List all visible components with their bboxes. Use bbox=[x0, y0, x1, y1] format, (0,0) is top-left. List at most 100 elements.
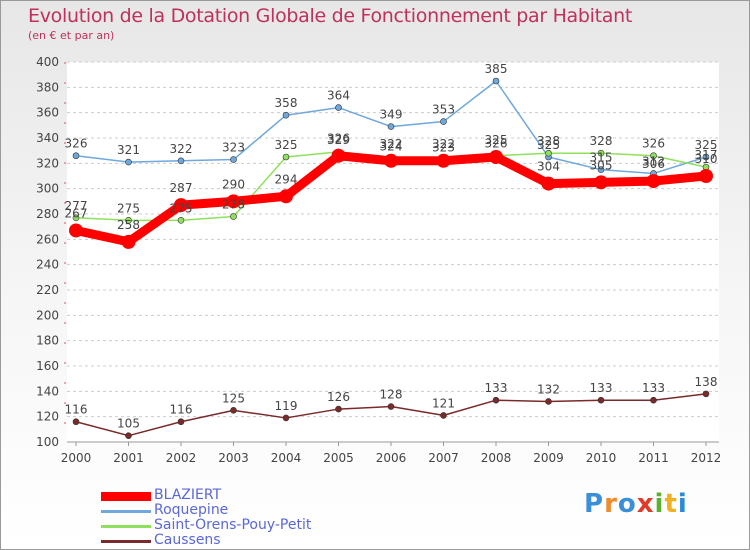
y-tick-label: 200 bbox=[36, 308, 59, 322]
data-point bbox=[174, 198, 188, 213]
data-label: 267 bbox=[65, 206, 88, 220]
data-label: 326 bbox=[642, 137, 665, 151]
y-tick-label: 160 bbox=[36, 359, 59, 373]
data-label: 306 bbox=[642, 157, 665, 171]
data-point bbox=[702, 153, 710, 161]
legend-label: BLAZIERT bbox=[154, 487, 222, 503]
data-point bbox=[594, 175, 608, 190]
data-label: 105 bbox=[117, 417, 140, 431]
data-point bbox=[597, 396, 605, 404]
y-tick-label: 140 bbox=[36, 384, 59, 398]
data-point bbox=[646, 174, 661, 189]
data-label: 133 bbox=[642, 381, 665, 395]
logo-letter: i bbox=[677, 489, 688, 519]
data-label: 326 bbox=[327, 132, 350, 146]
data-label: 116 bbox=[65, 403, 88, 417]
data-point bbox=[489, 150, 503, 164]
x-tick-label: 2012 bbox=[691, 451, 722, 465]
y-tick-label: 320 bbox=[36, 156, 59, 170]
logo-letter: t bbox=[664, 489, 678, 519]
data-point bbox=[597, 149, 605, 157]
data-label: 133 bbox=[590, 381, 613, 395]
data-point bbox=[72, 418, 80, 426]
data-point bbox=[492, 77, 500, 85]
data-label: 119 bbox=[275, 399, 298, 413]
data-label: 138 bbox=[695, 375, 718, 389]
legend-label: Caussens bbox=[154, 532, 221, 548]
y-tick-label: 340 bbox=[36, 131, 59, 145]
data-point bbox=[177, 418, 185, 426]
data-label: 116 bbox=[170, 403, 193, 417]
data-point bbox=[335, 104, 342, 111]
x-tick-label: 2007 bbox=[428, 451, 459, 465]
y-tick-label: 280 bbox=[36, 207, 59, 221]
data-point bbox=[699, 169, 713, 183]
data-label: 325 bbox=[695, 138, 718, 152]
y-tick-label: 360 bbox=[36, 106, 59, 120]
data-point bbox=[72, 152, 80, 160]
data-point bbox=[702, 390, 710, 398]
data-point bbox=[650, 396, 657, 404]
x-tick-label: 2011 bbox=[638, 451, 669, 465]
logo-letter: r bbox=[604, 489, 618, 519]
y-tick-label: 240 bbox=[36, 258, 59, 272]
data-label: 312 bbox=[642, 154, 665, 168]
legend-swatch bbox=[101, 510, 151, 513]
data-point bbox=[282, 153, 290, 161]
x-tick-label: 2008 bbox=[481, 451, 512, 465]
data-label: 125 bbox=[222, 391, 245, 405]
data-label: 322 bbox=[170, 142, 193, 156]
data-point bbox=[230, 156, 237, 163]
data-label: 132 bbox=[537, 382, 560, 396]
data-label: 322 bbox=[432, 137, 455, 151]
x-tick-label: 2004 bbox=[271, 451, 302, 465]
legend-swatch bbox=[101, 525, 151, 528]
data-label: 326 bbox=[65, 137, 88, 151]
data-label: 323 bbox=[222, 141, 245, 155]
data-point bbox=[331, 148, 346, 163]
data-point bbox=[279, 189, 293, 204]
data-label: 322 bbox=[380, 137, 403, 151]
logo-letter: o bbox=[617, 489, 637, 519]
y-tick-label: 380 bbox=[36, 80, 59, 94]
data-point bbox=[125, 217, 132, 224]
data-label: 121 bbox=[432, 396, 455, 410]
x-tick-label: 2000 bbox=[61, 451, 92, 465]
data-point bbox=[335, 405, 342, 413]
data-label: 329 bbox=[327, 133, 350, 147]
data-label: 317 bbox=[695, 148, 718, 162]
data-point bbox=[230, 407, 237, 414]
data-label: 290 bbox=[222, 177, 245, 191]
data-point bbox=[387, 123, 395, 130]
data-point bbox=[440, 412, 447, 419]
data-point bbox=[545, 149, 552, 157]
y-tick-label: 180 bbox=[36, 334, 59, 348]
x-tick-label: 2010 bbox=[586, 451, 617, 465]
series-layer bbox=[69, 77, 713, 439]
data-point bbox=[545, 398, 552, 405]
data-point bbox=[121, 234, 136, 249]
data-point bbox=[597, 166, 605, 173]
data-label: 128 bbox=[380, 388, 403, 402]
data-label: 349 bbox=[380, 108, 403, 122]
data-label: 305 bbox=[590, 158, 613, 172]
chart-subtitle: (en € et par an) bbox=[28, 29, 115, 42]
legend-swatch bbox=[101, 492, 151, 501]
data-label: 304 bbox=[537, 160, 560, 174]
y-tick-label: 260 bbox=[36, 232, 59, 246]
legend-swatch bbox=[101, 540, 151, 543]
logo-letter: P bbox=[584, 489, 605, 519]
data-point bbox=[282, 111, 290, 119]
data-point bbox=[387, 403, 395, 410]
data-label: 353 bbox=[432, 103, 455, 117]
data-label: 325 bbox=[537, 138, 560, 152]
data-point bbox=[282, 414, 290, 422]
data-point bbox=[177, 157, 185, 165]
chart-title: Evolution de la Dotation Globale de Fonc… bbox=[28, 5, 633, 27]
x-tick-label: 2009 bbox=[533, 451, 564, 465]
x-tick-label: 2002 bbox=[166, 451, 197, 465]
data-label: 328 bbox=[537, 134, 560, 148]
data-label: 275 bbox=[117, 201, 140, 215]
